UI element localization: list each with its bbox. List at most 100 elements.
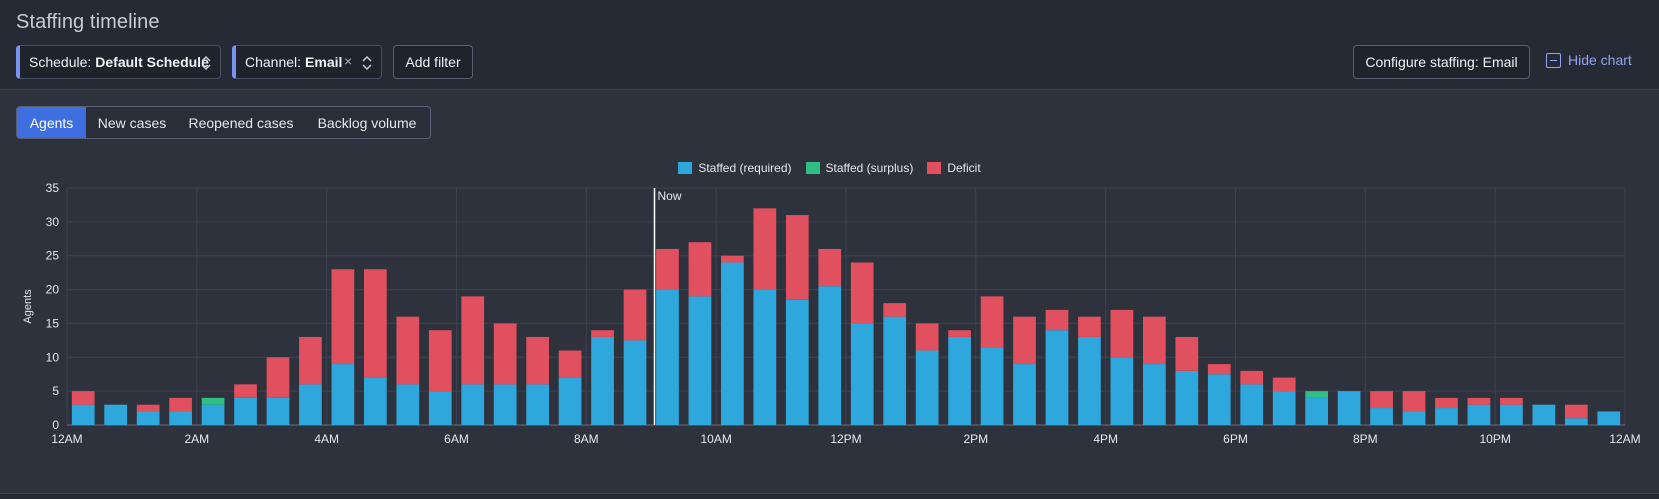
- bar-staffed-required[interactable]: [363, 377, 387, 425]
- bar-deficit[interactable]: [299, 336, 322, 385]
- bar-staffed-required[interactable]: [104, 404, 128, 425]
- bar-deficit[interactable]: [1240, 370, 1264, 385]
- bar-staffed-required[interactable]: [818, 286, 842, 425]
- bar-staffed-required[interactable]: [266, 397, 290, 425]
- bar-staffed-required[interactable]: [850, 323, 874, 425]
- bar-staffed-required[interactable]: [1078, 336, 1101, 425]
- bar-deficit[interactable]: [1045, 309, 1069, 331]
- bar-deficit[interactable]: [1142, 316, 1166, 365]
- bar-staffed-required[interactable]: [331, 364, 355, 425]
- bar-staffed-required[interactable]: [1142, 364, 1166, 425]
- bar-staffed-required[interactable]: [234, 397, 257, 425]
- bar-deficit[interactable]: [818, 248, 842, 287]
- legend-item-required[interactable]: Staffed (required): [678, 161, 792, 175]
- schedule-filter[interactable]: Schedule: Default Schedule: [16, 45, 221, 79]
- bar-deficit[interactable]: [493, 323, 517, 385]
- updown-chevron-icon[interactable]: [200, 54, 212, 72]
- bar-staffed-required[interactable]: [1370, 408, 1393, 425]
- bar-staffed-required[interactable]: [721, 262, 744, 425]
- bar-deficit[interactable]: [396, 316, 420, 385]
- bar-deficit[interactable]: [266, 357, 290, 398]
- bar-staffed-required[interactable]: [688, 296, 712, 425]
- bar-deficit[interactable]: [428, 330, 452, 392]
- bar-deficit[interactable]: [850, 262, 874, 324]
- bar-deficit[interactable]: [71, 391, 95, 405]
- bar-staffed-required[interactable]: [1597, 411, 1621, 425]
- hide-chart-button[interactable]: Hide chart: [1546, 52, 1632, 68]
- bar-staffed-required[interactable]: [1240, 384, 1264, 425]
- bar-deficit[interactable]: [1370, 391, 1393, 409]
- bar-deficit[interactable]: [623, 289, 647, 341]
- bar-deficit[interactable]: [1175, 336, 1199, 371]
- bar-staffed-required[interactable]: [1045, 330, 1069, 425]
- tab-new-cases[interactable]: New cases: [97, 114, 167, 131]
- bar-staffed-required[interactable]: [461, 384, 485, 425]
- bar-deficit[interactable]: [1078, 316, 1101, 337]
- bar-staffed-required[interactable]: [493, 384, 517, 425]
- bar-staffed-required[interactable]: [1207, 374, 1231, 425]
- bar-staffed-required[interactable]: [1402, 411, 1426, 425]
- legend-item-surplus[interactable]: Staffed (surplus): [805, 161, 913, 175]
- bar-deficit[interactable]: [234, 384, 257, 398]
- bar-staffed-required[interactable]: [656, 289, 679, 425]
- bar-deficit[interactable]: [1467, 397, 1491, 405]
- bar-staffed-required[interactable]: [948, 336, 971, 425]
- bar-staffed-required[interactable]: [526, 384, 550, 425]
- bar-deficit[interactable]: [915, 323, 939, 351]
- bar-staffed-required[interactable]: [558, 377, 582, 425]
- bar-deficit[interactable]: [461, 296, 485, 385]
- bar-deficit[interactable]: [1402, 391, 1426, 412]
- bar-staffed-required[interactable]: [136, 411, 160, 425]
- bar-deficit[interactable]: [1013, 316, 1036, 365]
- updown-chevron-icon[interactable]: [361, 54, 373, 72]
- bar-deficit[interactable]: [753, 208, 777, 290]
- bar-staffed-required[interactable]: [201, 404, 225, 425]
- bar-deficit[interactable]: [785, 215, 809, 300]
- bar-staffed-required[interactable]: [883, 316, 907, 425]
- bar-staffed-required[interactable]: [1305, 397, 1329, 425]
- bar-deficit[interactable]: [1500, 397, 1523, 405]
- bar-staffed-required[interactable]: [980, 347, 1004, 425]
- bar-deficit[interactable]: [526, 336, 550, 385]
- bar-deficit[interactable]: [1110, 309, 1134, 358]
- clear-filter-icon[interactable]: ×: [344, 53, 353, 69]
- bar-staffed-required[interactable]: [1467, 404, 1491, 425]
- add-filter-button[interactable]: Add filter: [393, 45, 473, 79]
- bar-deficit[interactable]: [883, 303, 907, 317]
- bar-staffed-required[interactable]: [169, 411, 192, 425]
- bar-deficit[interactable]: [591, 330, 614, 337]
- bar-deficit[interactable]: [363, 269, 387, 378]
- bar-staffed-surplus[interactable]: [1305, 391, 1329, 398]
- bar-staffed-required[interactable]: [1272, 391, 1296, 425]
- bar-staffed-required[interactable]: [753, 289, 777, 425]
- bar-deficit[interactable]: [688, 242, 712, 297]
- bar-staffed-surplus[interactable]: [201, 397, 225, 405]
- bar-deficit[interactable]: [136, 404, 160, 412]
- bar-staffed-required[interactable]: [1564, 418, 1588, 425]
- bar-staffed-required[interactable]: [1500, 404, 1523, 425]
- bar-staffed-required[interactable]: [299, 384, 322, 425]
- bar-deficit[interactable]: [1435, 397, 1458, 409]
- bar-deficit[interactable]: [721, 255, 744, 263]
- bar-staffed-required[interactable]: [915, 350, 939, 425]
- bar-deficit[interactable]: [1207, 364, 1231, 375]
- bar-staffed-required[interactable]: [623, 340, 647, 425]
- bar-staffed-required[interactable]: [1435, 408, 1458, 425]
- bar-deficit[interactable]: [656, 248, 679, 290]
- bar-deficit[interactable]: [948, 330, 971, 337]
- bar-staffed-required[interactable]: [71, 404, 95, 425]
- bar-staffed-required[interactable]: [428, 391, 452, 425]
- bar-staffed-required[interactable]: [1532, 404, 1556, 425]
- tab-agents[interactable]: Agents: [17, 107, 86, 138]
- bar-staffed-required[interactable]: [785, 299, 809, 425]
- bar-staffed-required[interactable]: [591, 336, 614, 425]
- bar-deficit[interactable]: [558, 350, 582, 378]
- bar-staffed-required[interactable]: [396, 384, 420, 425]
- bar-deficit[interactable]: [169, 397, 192, 412]
- tab-reopened-cases[interactable]: Reopened cases: [188, 114, 294, 131]
- bar-staffed-required[interactable]: [1110, 357, 1134, 425]
- configure-staffing-button[interactable]: Configure staffing: Email: [1353, 45, 1530, 79]
- bar-deficit[interactable]: [980, 296, 1004, 348]
- bar-deficit[interactable]: [331, 269, 355, 365]
- bar-staffed-required[interactable]: [1337, 391, 1361, 425]
